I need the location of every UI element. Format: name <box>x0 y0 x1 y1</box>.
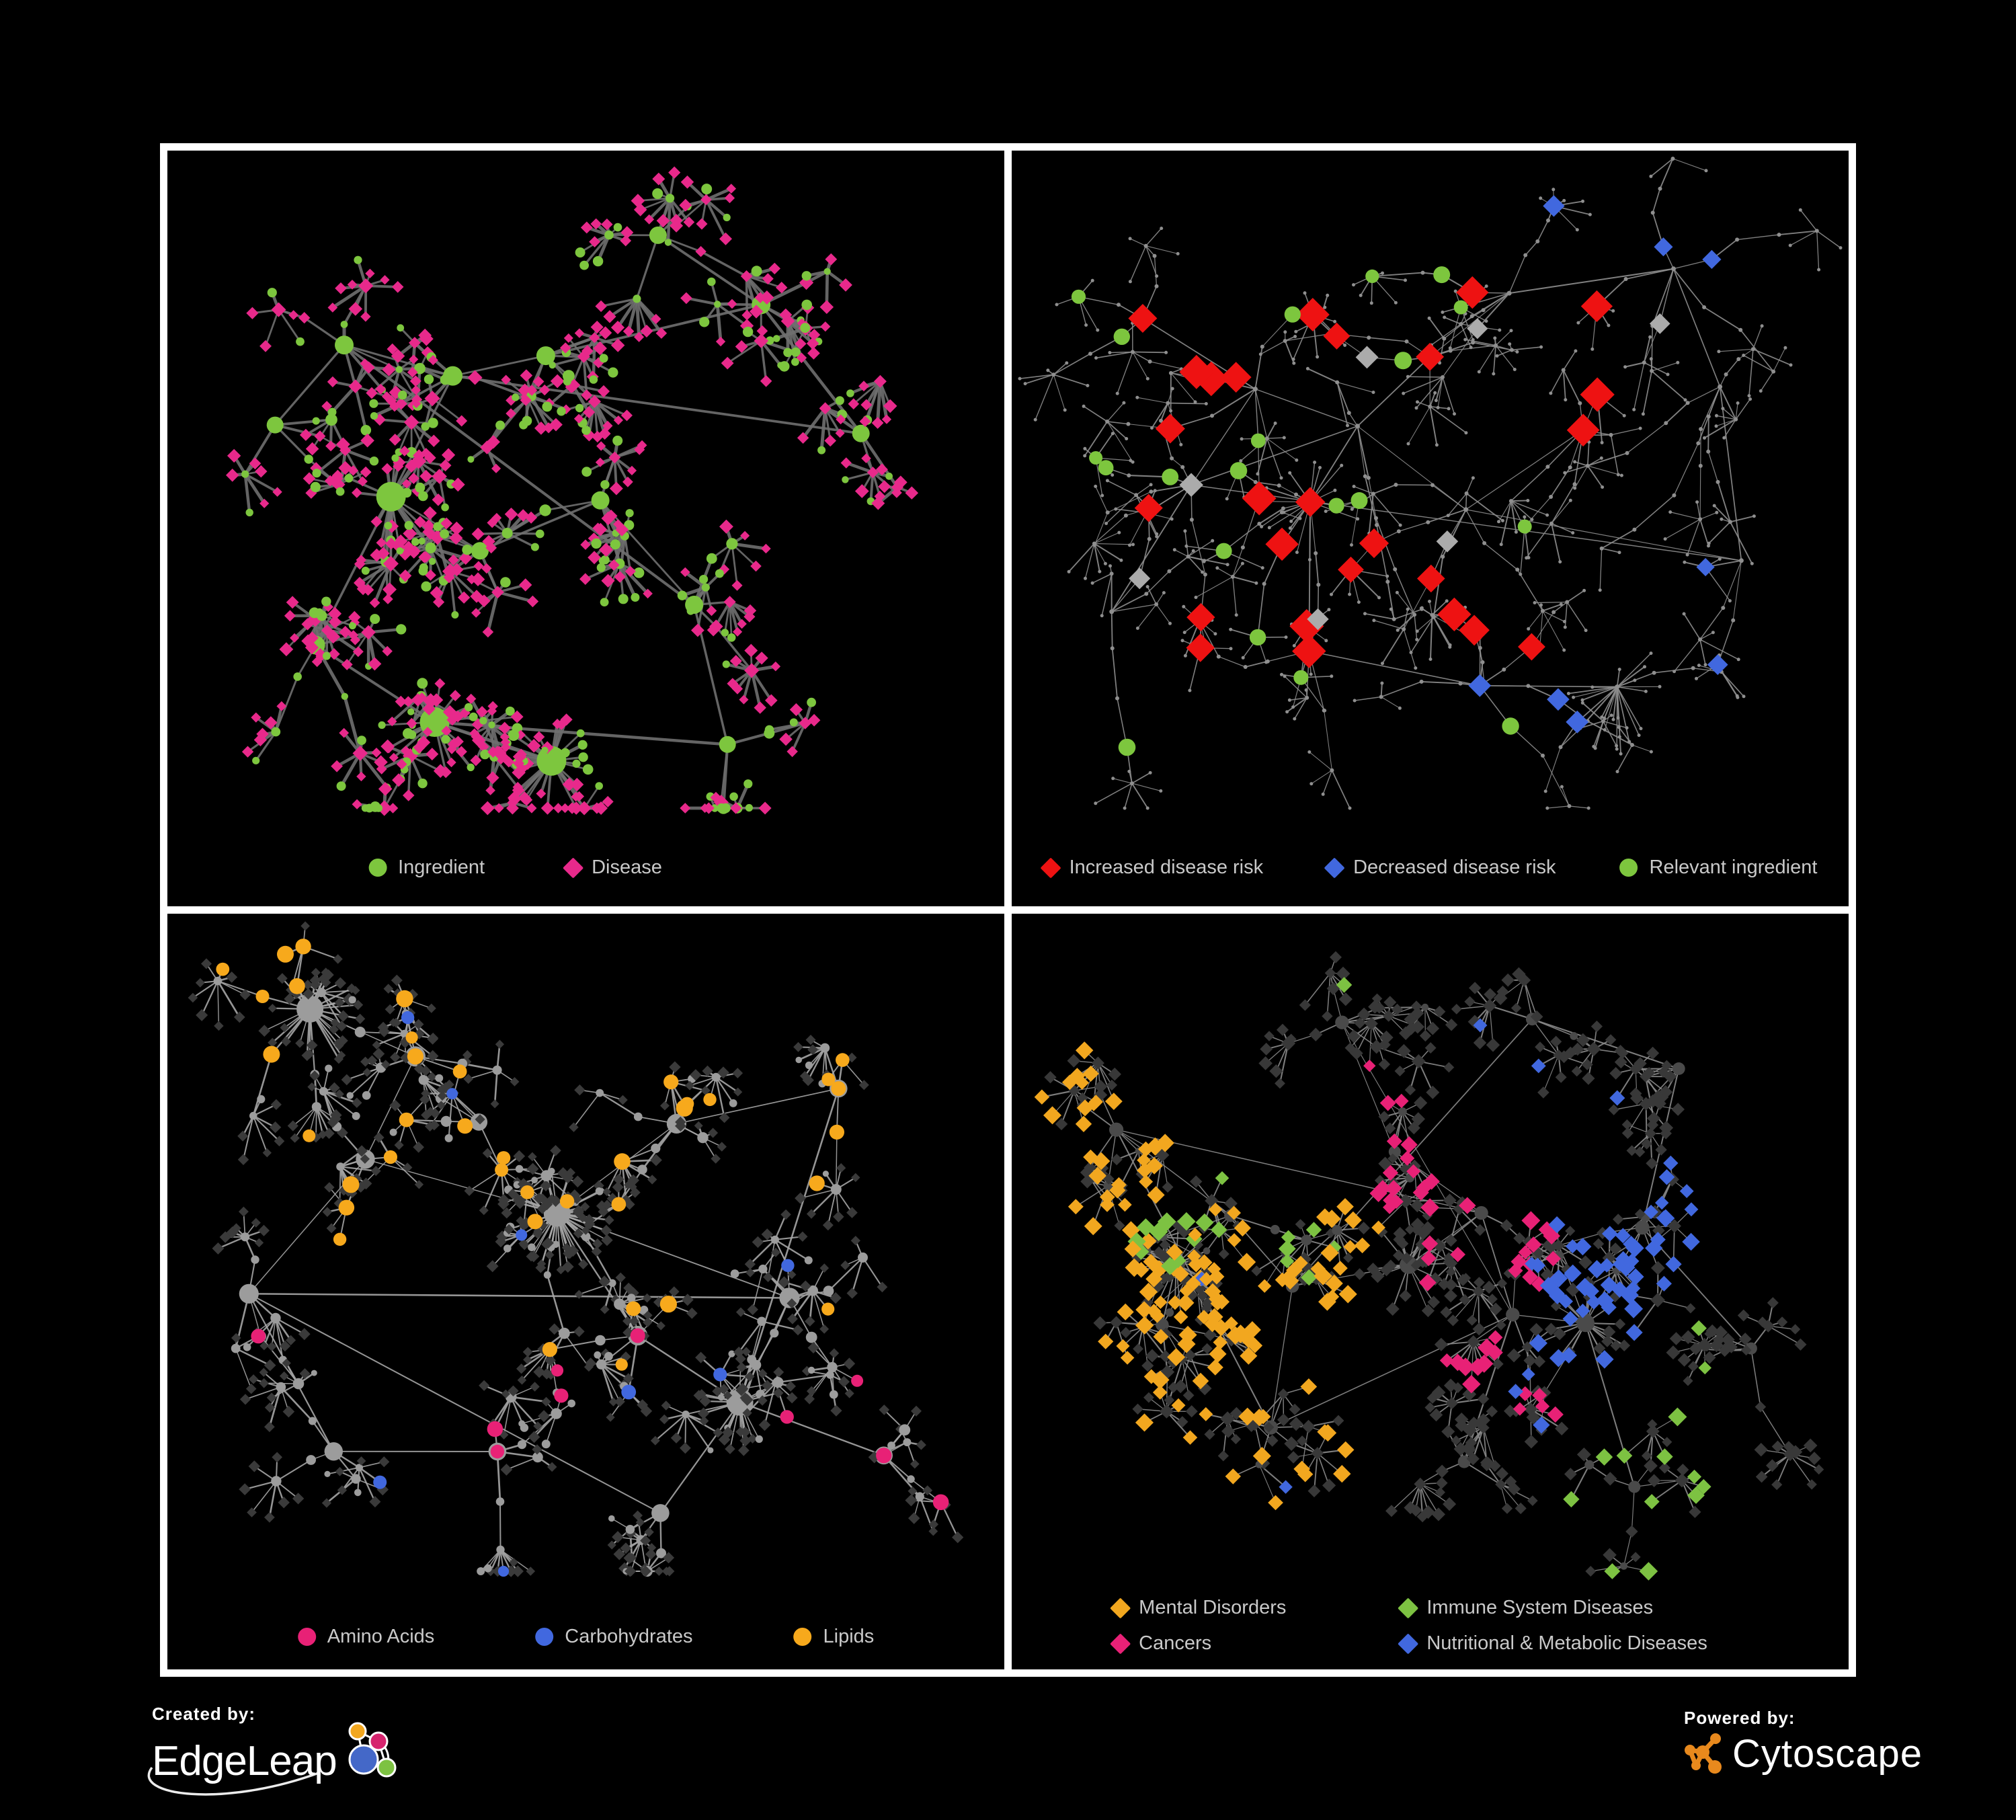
edgeleap-logo-text: EdgeLeap <box>152 1737 337 1784</box>
legend-label: Ingredient <box>398 857 485 878</box>
legend-item: Immune System Diseases <box>1397 1597 1707 1619</box>
legend-item: Ingredient <box>368 857 485 879</box>
legend-swatch-circle <box>297 1628 316 1646</box>
legend-disease-categories: Mental Disorders Immune System Diseases Ca… <box>1109 1597 1707 1655</box>
panel-grid: Ingredient Disease Increased disease risk… <box>160 143 1856 1677</box>
panel-nutrient-classes: Amino Acids Carbohydrates Lipids <box>167 914 1004 1669</box>
network-graph <box>1018 157 1843 810</box>
legend-nutrient-classes: Amino Acids Carbohydrates Lipids <box>297 1626 875 1648</box>
legend-item: Carbohydrates <box>535 1626 693 1648</box>
legend-label: Decreased disease risk <box>1353 857 1556 878</box>
legend-label: Amino Acids <box>327 1626 435 1647</box>
created-by-label: Created by: <box>152 1704 256 1724</box>
network-graph <box>188 921 964 1577</box>
panel-ingredient-disease: Ingredient Disease <box>167 151 1004 906</box>
edgeleap-swoosh <box>147 1766 319 1796</box>
legend-label: Increased disease risk <box>1069 857 1264 878</box>
legend-swatch-circle <box>368 859 387 877</box>
cytoscape-logo-text: Cytoscape <box>1732 1732 1923 1776</box>
legend-swatch-circle <box>793 1628 812 1646</box>
legend-item: Amino Acids <box>297 1626 435 1648</box>
legend-label: Relevant ingredient <box>1649 857 1818 878</box>
legend-label: Disease <box>592 857 662 878</box>
legend-item: Increased disease risk <box>1040 857 1264 879</box>
legend-swatch-circle <box>535 1628 554 1646</box>
legend-swatch-diamond <box>1109 1597 1131 1619</box>
legend-item: Disease <box>562 857 662 879</box>
legend-item: Decreased disease risk <box>1324 857 1556 879</box>
legend-item: Mental Disorders <box>1109 1597 1287 1619</box>
legend-swatch-diamond <box>1324 857 1345 879</box>
powered-by-label: Powered by: <box>1684 1708 1796 1728</box>
legend-label: Mental Disorders <box>1139 1597 1287 1618</box>
powered-by-block: Powered by: Cytoscape <box>1684 1708 1923 1776</box>
legend-label: Carbohydrates <box>565 1626 693 1647</box>
legend-label: Lipids <box>823 1626 875 1647</box>
legend-label: Cancers <box>1139 1632 1212 1654</box>
legend-swatch-circle <box>1619 859 1638 877</box>
network-graph <box>1034 951 1824 1581</box>
legend-item: Nutritional & Metabolic Diseases <box>1397 1632 1707 1655</box>
legend-swatch-diamond <box>1397 1632 1418 1655</box>
network-graph <box>226 166 919 816</box>
cytoscape-logo-icon <box>1685 1733 1722 1774</box>
legend-swatch-diamond <box>562 857 583 879</box>
legend-label: Nutritional & Metabolic Diseases <box>1426 1632 1707 1654</box>
legend-swatch-diamond <box>1109 1632 1131 1655</box>
created-by-block: Created by: EdgeLeap <box>147 1704 409 1796</box>
panel-disease-risk: Increased disease risk Decreased disease … <box>1012 151 1849 906</box>
legend-item: Relevant ingredient <box>1619 857 1818 879</box>
legend-swatch-diamond <box>1397 1597 1418 1619</box>
legend-item: Cancers <box>1109 1632 1286 1655</box>
legend-swatch-diamond <box>1040 857 1061 879</box>
legend-item: Lipids <box>793 1626 875 1648</box>
panel-disease-categories: Mental Disorders Immune System Diseases Ca… <box>1012 914 1849 1669</box>
legend-label: Immune System Diseases <box>1426 1597 1654 1618</box>
legend-ingredient-disease: Ingredient Disease <box>368 857 662 879</box>
edgeleap-logo-icon <box>348 1722 397 1778</box>
legend-disease-risk: Increased disease risk Decreased disease … <box>1040 857 1818 879</box>
